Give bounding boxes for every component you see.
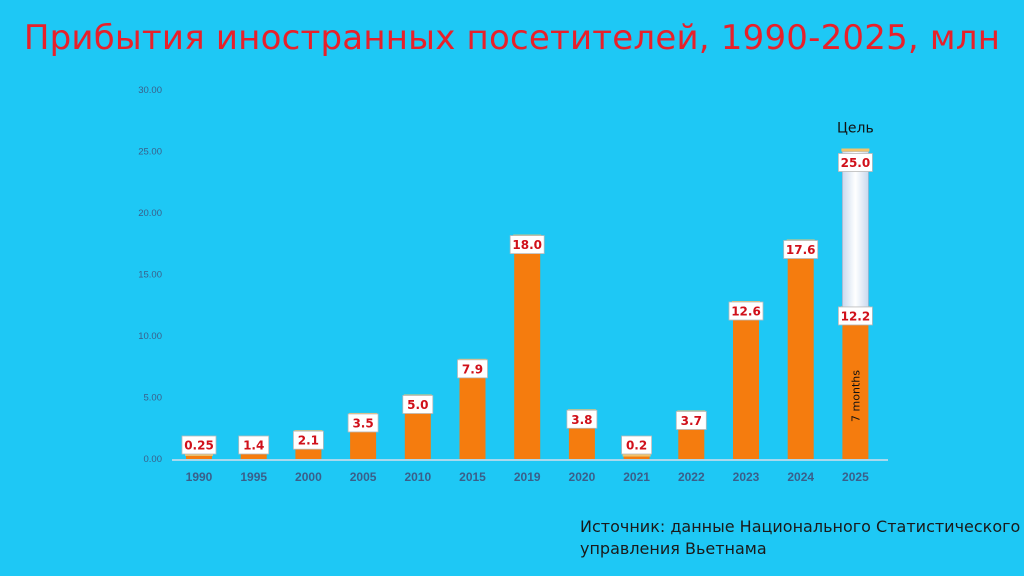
data-label: 0.25: [184, 439, 214, 453]
x-tick-label: 2024: [787, 470, 814, 484]
data-label-bg: [621, 435, 652, 455]
x-tick-label: 2019: [514, 470, 541, 484]
y-axis: 0.00 5.00 10.00 15.00 20.00 25.00 30.00: [138, 85, 162, 465]
source-note: Источник: данные Национального Статистич…: [580, 516, 1020, 560]
x-axis: 1990 1995 2000 2005 2010 2015 2019 2020 2021 2022…: [186, 470, 869, 484]
data-label-box: 1.4: [238, 435, 270, 455]
source-line-1: Источник: данные Национального Статистич…: [580, 517, 1021, 536]
y-tick-label: 20.00: [138, 208, 162, 219]
data-label-box: 3.5: [347, 413, 379, 433]
x-tick-label: 2023: [733, 470, 760, 484]
bar-cap: [185, 452, 213, 456]
data-label: 0.2: [626, 439, 647, 453]
target-label-bg: [838, 153, 873, 172]
data-label: 3.5: [352, 416, 373, 430]
source-line-2: управления Вьетнама: [580, 539, 767, 558]
bars: [185, 148, 870, 459]
data-label-bg: [728, 301, 764, 321]
data-label-bg: [238, 435, 270, 455]
data-label: 12.6: [731, 305, 761, 319]
x-tick-label: 1995: [240, 470, 267, 484]
data-label: 3.8: [571, 413, 592, 427]
y-tick-label: 5.00: [144, 393, 163, 404]
data-label-box: 3.7: [675, 411, 707, 430]
data-label: 5.0: [407, 398, 428, 412]
data-label-box: 7.9: [457, 359, 488, 379]
bar: [623, 456, 650, 459]
chart-title: Прибытия иностранных посетителей, 1990-2…: [23, 18, 1001, 58]
y-tick-label: 30.00: [138, 85, 162, 96]
data-label-bg: [675, 411, 707, 430]
x-tick-label: 1990: [186, 470, 213, 484]
data-labels: 0.25 1.4 2.1 3.5 5.0 7.9 18.0 3.8 0.2 3.7 12.6 17.6…: [181, 121, 874, 455]
data-label-box: 2.1: [292, 430, 324, 450]
data-label-box: 12.6: [728, 301, 764, 321]
data-label: 7.9: [462, 362, 483, 376]
x-tick-label: 2021: [623, 470, 650, 484]
y-tick-label: 15.00: [138, 270, 162, 281]
x-tick-label: 2025: [842, 470, 869, 484]
target-label: 25.0: [841, 156, 871, 170]
data-label-bg: [509, 235, 545, 255]
x-tick-label: 2010: [404, 470, 431, 484]
bar: [514, 237, 541, 459]
data-label: 18.0: [512, 238, 542, 252]
data-label: 3.7: [681, 414, 702, 428]
data-label-box: 12.2: [838, 306, 873, 326]
data-label-box: 3.8: [566, 409, 598, 429]
target-bar-cap: [841, 148, 870, 152]
data-label-bg: [292, 430, 324, 450]
bar-cap: [622, 453, 651, 457]
data-label: 12.2: [841, 309, 871, 323]
x-tick-label: 2015: [459, 470, 486, 484]
target-caption: Цель: [837, 121, 874, 137]
bar: [733, 304, 759, 459]
data-label-box: 0.25: [181, 435, 217, 455]
target-bar: [842, 151, 869, 310]
x-tick-label: 2005: [350, 470, 377, 484]
data-label-bg: [566, 409, 598, 429]
x-tick-label: 2022: [678, 470, 705, 484]
x-tick-label: 2000: [295, 470, 322, 484]
data-label-box: 17.6: [783, 240, 819, 259]
bar-note: 7 months: [849, 370, 862, 422]
data-label: 1.4: [243, 439, 264, 453]
y-tick-label: 10.00: [138, 331, 162, 342]
data-label-bg: [457, 359, 488, 379]
data-label-box: 5.0: [402, 395, 434, 414]
y-tick-label: 0.00: [144, 454, 163, 465]
y-tick-label: 25.00: [138, 147, 162, 158]
data-label: 17.6: [786, 243, 816, 257]
data-label-bg: [402, 395, 434, 414]
data-label-bg: [181, 435, 217, 455]
bar: [787, 242, 814, 459]
bar: [842, 308, 869, 459]
data-label: 2.1: [298, 434, 319, 448]
target-label-box: 25.0: [838, 153, 873, 172]
x-tick-label: 2020: [569, 470, 596, 484]
bar: [186, 455, 212, 459]
data-label-bg: [783, 240, 819, 259]
data-label-bg: [347, 413, 379, 433]
data-label-box: 18.0: [509, 235, 545, 255]
data-label-box: 0.2: [621, 435, 652, 455]
data-label-bg: [838, 306, 873, 326]
